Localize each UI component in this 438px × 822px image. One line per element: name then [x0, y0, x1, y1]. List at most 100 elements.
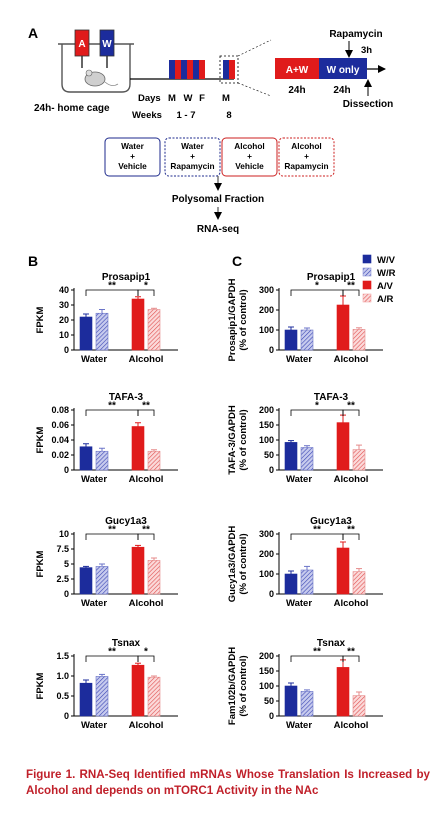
legend-label-ar: A/R — [377, 294, 394, 305]
bar-av — [131, 664, 145, 717]
y-tick-label: 20 — [59, 315, 69, 325]
day-m-week8: M — [222, 93, 230, 104]
significance-label: ** — [108, 281, 116, 292]
rapamycin-label: Rapamycin — [329, 29, 382, 40]
group-1-line-1: Water — [121, 141, 145, 151]
bar-wv — [79, 567, 93, 595]
phase-alcohol-water — [275, 58, 319, 79]
bar-ar — [147, 560, 161, 595]
legend-swatch-av — [362, 280, 372, 290]
step-rna-seq: RNA-seq — [197, 224, 239, 235]
bar-wr — [95, 566, 109, 595]
group-label-water: Water — [286, 598, 312, 609]
bar-ar — [147, 309, 161, 351]
days-label: Days — [138, 93, 161, 104]
phase1-label: A+W — [286, 65, 309, 76]
group-box-1: Water+Vehicle — [104, 137, 161, 177]
bar-wv — [284, 685, 298, 717]
y-tick-label: 0 — [64, 589, 69, 599]
bar-av — [131, 546, 145, 595]
y-tick-label: 100 — [259, 569, 274, 579]
y-tick-label: 0.06 — [51, 420, 69, 430]
chart-title: Tsnax — [317, 638, 346, 649]
chart-title: Prosapip1 — [102, 272, 151, 283]
significance-bracket — [137, 289, 155, 296]
phase2-duration: 24h — [333, 85, 350, 96]
y-tick-label: 0.04 — [51, 435, 69, 445]
y-tick-label: 200 — [259, 651, 274, 661]
group-1-line-2: + — [130, 151, 135, 161]
panel-label-c: C — [232, 253, 242, 269]
bar-av — [336, 547, 350, 595]
y-tick-label: 50 — [264, 696, 274, 706]
home-cage-illustration: A W — [58, 29, 134, 93]
group-label-water: Water — [286, 354, 312, 365]
bottle-w-label: W — [102, 39, 112, 50]
group-box-2: Water+Rapamycin — [164, 137, 221, 177]
weekly-schedule-blocks — [169, 55, 239, 84]
y-tick-label: 0 — [269, 465, 274, 475]
y-tick-label: 0 — [269, 345, 274, 355]
bar-wr — [95, 312, 109, 351]
group-label-water: Water — [81, 474, 107, 485]
significance-bracket — [342, 289, 360, 296]
panel-a-schematic: A A W 24h- home cage — [28, 25, 393, 235]
significance-label: ** — [347, 401, 355, 412]
y-tick-label: 0.5 — [56, 691, 69, 701]
y-tick-label: 1.0 — [56, 671, 69, 681]
group-1-line-3: Vehicle — [118, 161, 147, 171]
significance-bracket — [137, 533, 155, 540]
bar-wr — [300, 329, 314, 351]
bar-ar — [352, 329, 366, 351]
significance-label: * — [144, 281, 148, 292]
y-tick-label: 100 — [259, 681, 274, 691]
bar-ar — [352, 695, 366, 717]
significance-label: ** — [313, 525, 321, 536]
significance-label: ** — [142, 401, 150, 412]
group-label-alcohol: Alcohol — [129, 720, 164, 731]
day-m: M — [168, 93, 176, 104]
bar-av — [336, 422, 350, 471]
y-tick-label: 50 — [264, 450, 274, 460]
group-4-line-3: Rapamycin — [284, 161, 328, 171]
y-tick-label: 0 — [64, 465, 69, 475]
y-tick-label: 10 — [59, 529, 69, 539]
significance-bracket — [342, 655, 360, 662]
y-tick-label: 100 — [259, 325, 274, 335]
bar-wv — [284, 329, 298, 351]
group-2-line-2: + — [190, 151, 195, 161]
y-tick-label: 0 — [269, 589, 274, 599]
chart-tsnax-qpcr: Tsnax 0 50 100 150 200 Fam102b/GAPDH(% of cont… — [227, 638, 383, 731]
group-box-3: Alcohol+Vehicle — [221, 137, 278, 177]
y-axis-label: FPKM — [35, 672, 46, 699]
y-tick-label: 150 — [259, 666, 274, 676]
significance-label: ** — [108, 525, 116, 536]
chart-gucy1a3-fpkm: Gucy1a3 0 2.5 5 7.5 10 FPKM Water Alcohol ** ** — [35, 516, 178, 609]
significance-label: ** — [347, 281, 355, 292]
y-tick-label: 10 — [59, 330, 69, 340]
group-label-alcohol: Alcohol — [334, 598, 369, 609]
significance-label: ** — [313, 647, 321, 658]
bar-ar — [147, 676, 161, 717]
significance-bracket — [342, 533, 360, 540]
y-axis-label: TAFA-3/GAPDH(% of control) — [227, 405, 249, 475]
step-polysomal-fraction: Polysomal Fraction — [172, 194, 264, 205]
y-tick-label: 30 — [59, 300, 69, 310]
significance-label: ** — [347, 525, 355, 536]
group-label-alcohol: Alcohol — [129, 598, 164, 609]
bar-wv — [79, 446, 93, 471]
group-label-alcohol: Alcohol — [334, 474, 369, 485]
y-axis-label: FPKM — [35, 426, 46, 453]
legend-label-av: A/V — [377, 281, 394, 292]
rapamycin-time: 3h — [361, 45, 372, 56]
significance-label: ** — [347, 647, 355, 658]
weeks-label: Weeks — [132, 110, 162, 121]
bar-wv — [79, 316, 93, 351]
bar-wv — [284, 442, 298, 471]
phase-water-only — [319, 58, 367, 79]
bar-wr — [95, 676, 109, 717]
y-tick-label: 0.08 — [51, 405, 69, 415]
phase1-duration: 24h — [288, 85, 305, 96]
y-axis-label: Fam102b/GAPDH(% of control) — [227, 647, 249, 725]
